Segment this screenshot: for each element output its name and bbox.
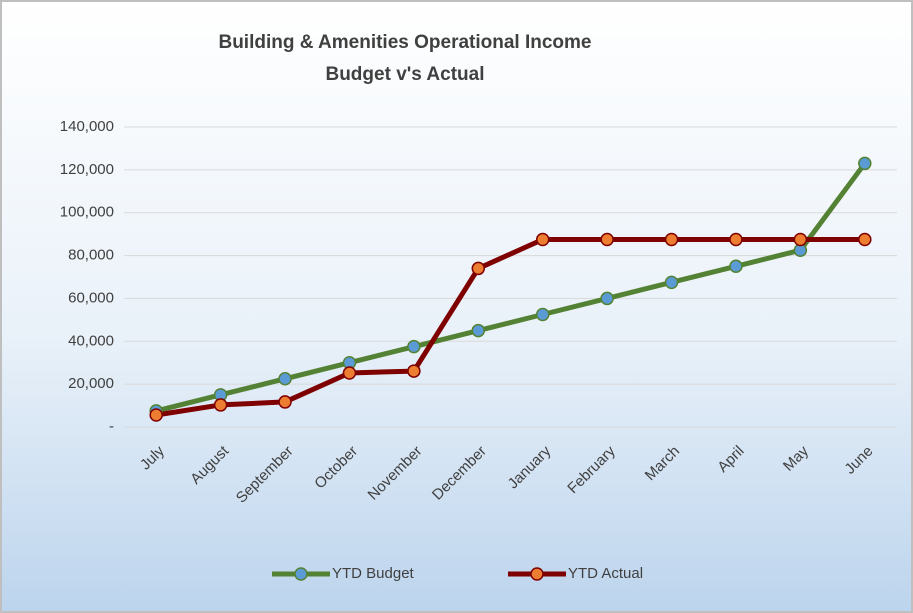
- y-tick-label: 40,000: [68, 332, 114, 349]
- data-point: [407, 364, 421, 378]
- y-tick-label: -: [109, 418, 114, 435]
- data-point: [600, 232, 614, 247]
- data-point: [471, 261, 486, 276]
- chart-subtitle: Budget v's Actual: [325, 64, 484, 85]
- y-tick-label: 20,000: [68, 375, 114, 392]
- series-line: [155, 161, 867, 414]
- data-point: [471, 323, 486, 338]
- y-tick-label: 60,000: [68, 289, 114, 306]
- data-point: [278, 372, 292, 386]
- legend-marker: [294, 567, 308, 581]
- data-point: [729, 259, 743, 274]
- y-tick-label: 140,000: [60, 118, 114, 135]
- y-tick-label: 80,000: [68, 247, 114, 264]
- data-point: [213, 398, 228, 412]
- data-point: [600, 291, 614, 306]
- y-tick-label: 120,000: [60, 161, 114, 178]
- data-point: [535, 232, 550, 247]
- data-point: [729, 232, 743, 247]
- series-line: [155, 237, 865, 418]
- legend-label: YTD Budget: [332, 565, 415, 582]
- data-point: [793, 232, 808, 247]
- data-point: [407, 339, 421, 354]
- data-point: [858, 232, 872, 247]
- data-point: [278, 395, 292, 409]
- legend-marker: [530, 567, 544, 581]
- data-point: [535, 307, 550, 322]
- data-point: [149, 408, 163, 422]
- chart-title: Building & Amenities Operational Income: [218, 32, 591, 53]
- y-tick-label: 100,000: [60, 204, 114, 221]
- legend-label: YTD Actual: [568, 565, 643, 582]
- data-point: [342, 366, 357, 380]
- data-point: [664, 275, 679, 290]
- data-point: [664, 232, 679, 247]
- data-point: [858, 156, 872, 171]
